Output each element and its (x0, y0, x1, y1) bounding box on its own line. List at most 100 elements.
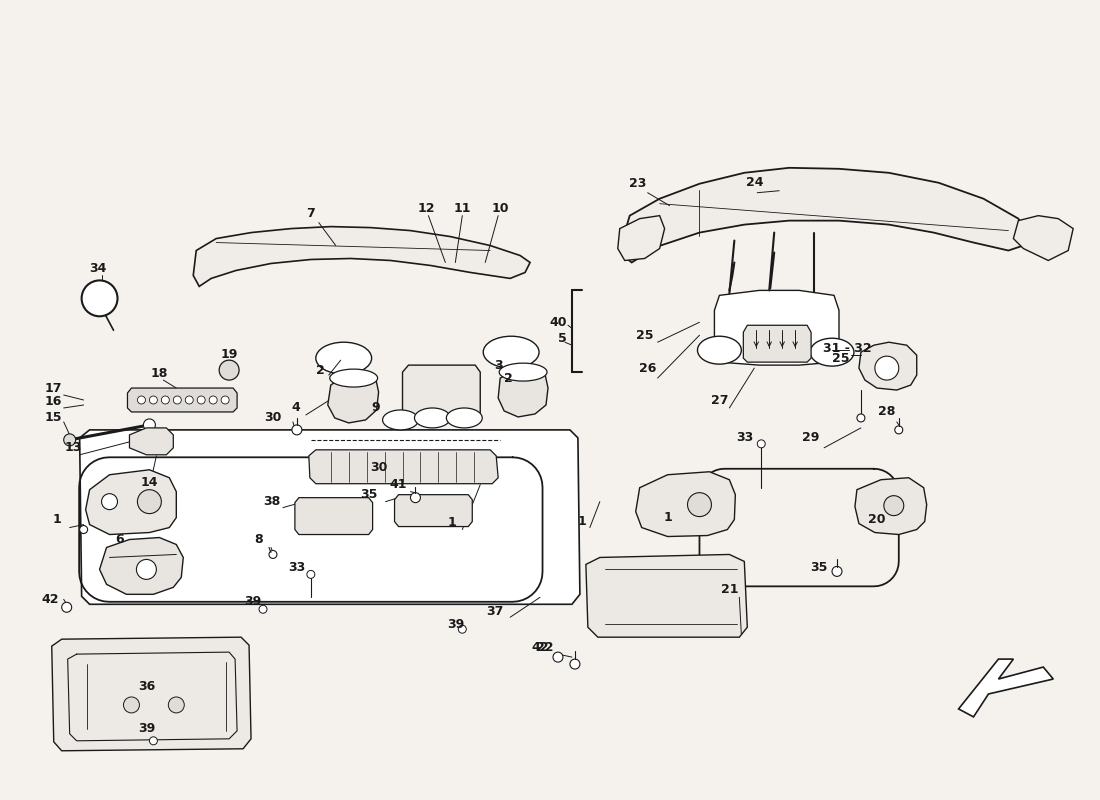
Polygon shape (100, 538, 184, 594)
Text: 9: 9 (372, 402, 379, 414)
Polygon shape (859, 342, 916, 390)
Circle shape (219, 360, 239, 380)
Circle shape (307, 570, 315, 578)
Polygon shape (403, 365, 481, 422)
Circle shape (197, 396, 206, 404)
Ellipse shape (483, 336, 539, 368)
Text: 25: 25 (636, 329, 653, 342)
Polygon shape (52, 637, 251, 750)
Text: 39: 39 (244, 594, 262, 608)
Circle shape (174, 396, 182, 404)
Circle shape (150, 396, 157, 404)
Polygon shape (295, 498, 373, 534)
Circle shape (79, 526, 88, 534)
Text: 2: 2 (317, 364, 326, 377)
Polygon shape (79, 430, 580, 604)
Circle shape (168, 697, 185, 713)
Text: 31 - 32: 31 - 32 (823, 342, 871, 354)
Circle shape (101, 494, 118, 510)
Polygon shape (194, 226, 530, 286)
Circle shape (221, 396, 229, 404)
Circle shape (570, 659, 580, 669)
Circle shape (292, 425, 301, 435)
Ellipse shape (499, 363, 547, 381)
Polygon shape (636, 472, 736, 537)
Text: 2: 2 (504, 371, 513, 385)
Polygon shape (309, 450, 498, 484)
Text: 11: 11 (453, 202, 471, 215)
Ellipse shape (316, 342, 372, 374)
Circle shape (883, 496, 904, 515)
Circle shape (123, 697, 140, 713)
Polygon shape (855, 478, 926, 534)
Circle shape (62, 602, 72, 612)
Text: 1: 1 (578, 515, 586, 528)
Text: 1: 1 (53, 513, 62, 526)
Polygon shape (86, 470, 176, 534)
Text: 27: 27 (711, 394, 728, 406)
Text: 39: 39 (447, 618, 464, 630)
Text: 24: 24 (746, 176, 763, 190)
Circle shape (64, 434, 76, 446)
Polygon shape (328, 372, 378, 423)
Ellipse shape (415, 408, 450, 428)
Circle shape (209, 396, 217, 404)
Text: 10: 10 (492, 202, 509, 215)
Ellipse shape (697, 336, 741, 364)
Text: 37: 37 (486, 605, 504, 618)
Text: 40: 40 (549, 316, 566, 329)
Text: 35: 35 (811, 561, 828, 574)
Polygon shape (623, 168, 1028, 262)
Text: 34: 34 (89, 262, 107, 275)
Circle shape (757, 440, 766, 448)
Text: 20: 20 (868, 513, 886, 526)
Circle shape (874, 356, 899, 380)
Text: 30: 30 (264, 411, 282, 425)
Circle shape (894, 426, 903, 434)
Text: 5: 5 (558, 332, 566, 345)
Polygon shape (618, 216, 664, 261)
Polygon shape (744, 326, 811, 362)
Ellipse shape (447, 408, 482, 428)
Text: 30: 30 (370, 462, 387, 474)
Text: 18: 18 (151, 366, 168, 379)
Circle shape (138, 396, 145, 404)
Text: 39: 39 (138, 722, 155, 735)
Polygon shape (498, 368, 548, 417)
Text: 36: 36 (138, 681, 155, 694)
Circle shape (81, 281, 118, 316)
Text: 1: 1 (448, 516, 456, 529)
Circle shape (832, 566, 842, 576)
Circle shape (143, 419, 155, 431)
Circle shape (410, 493, 420, 502)
Circle shape (150, 737, 157, 745)
Text: 33: 33 (288, 561, 306, 574)
Text: 28: 28 (878, 406, 895, 418)
Text: 14: 14 (141, 476, 158, 490)
Text: 23: 23 (629, 178, 647, 190)
Circle shape (136, 559, 156, 579)
Circle shape (553, 652, 563, 662)
Circle shape (258, 606, 267, 614)
Text: 38: 38 (263, 495, 280, 508)
Text: 29: 29 (802, 431, 820, 444)
Circle shape (857, 414, 865, 422)
Ellipse shape (330, 369, 377, 387)
Polygon shape (1013, 216, 1074, 261)
Text: 17: 17 (45, 382, 63, 394)
Polygon shape (395, 494, 472, 526)
Circle shape (138, 490, 162, 514)
Polygon shape (586, 554, 747, 637)
Polygon shape (714, 290, 839, 365)
Text: 42: 42 (41, 593, 58, 606)
Text: 33: 33 (736, 431, 752, 444)
Text: 19: 19 (220, 348, 238, 361)
Text: 13: 13 (65, 442, 82, 454)
Polygon shape (128, 388, 238, 412)
Text: 6: 6 (116, 533, 124, 546)
Text: 7: 7 (307, 207, 316, 220)
Ellipse shape (810, 338, 854, 366)
Text: 16: 16 (45, 395, 63, 409)
Circle shape (162, 396, 169, 404)
Text: 3: 3 (494, 358, 503, 372)
